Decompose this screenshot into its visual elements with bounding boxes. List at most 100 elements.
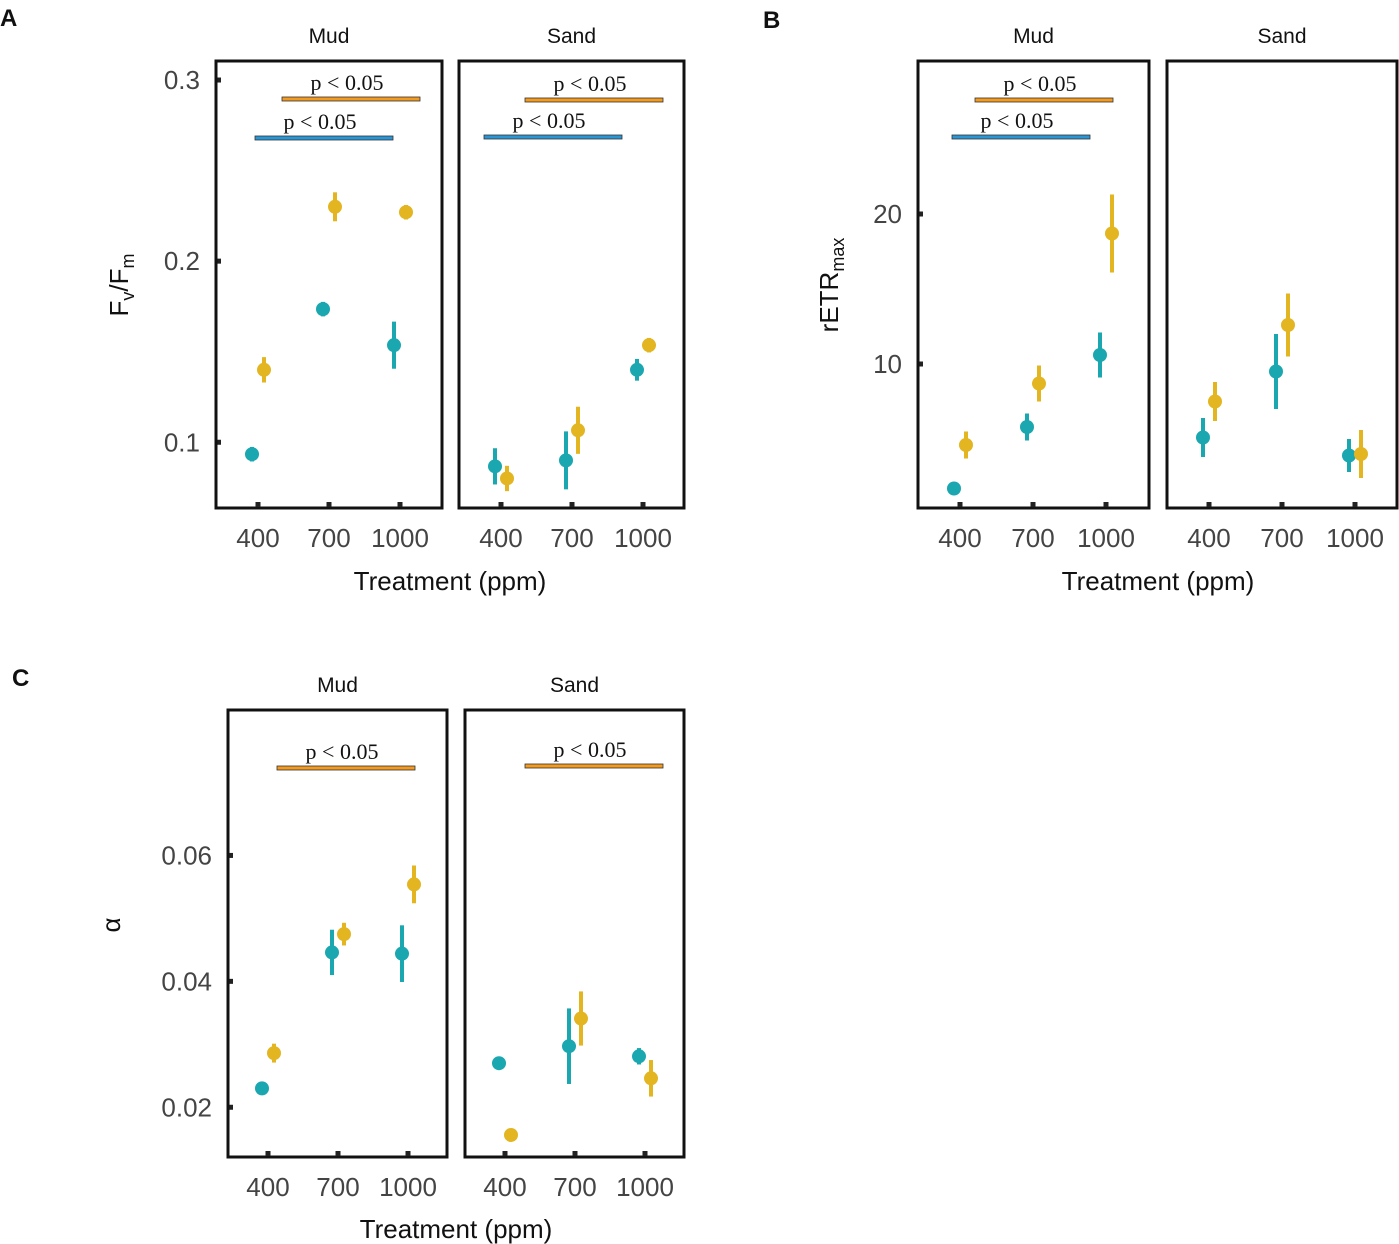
significance-bar: [276, 765, 416, 771]
data-point: [1105, 226, 1119, 241]
x-tick: [405, 1151, 411, 1156]
facet-title: Sand: [547, 25, 596, 48]
facet-title: Sand: [550, 674, 599, 697]
y-axis-label: α: [96, 917, 126, 932]
facet-frame: [463, 708, 686, 1159]
significance-bar: [254, 135, 394, 141]
data-point: [255, 1081, 269, 1096]
facet-title: Mud: [309, 25, 350, 48]
significance-label: p < 0.05: [306, 739, 379, 764]
x-tick-label: 1000: [371, 523, 429, 553]
data-point: [574, 1011, 588, 1026]
x-tick: [502, 1151, 508, 1156]
data-point: [328, 199, 342, 214]
significance-bar: [974, 97, 1114, 103]
significance-label: p < 0.05: [513, 108, 586, 133]
x-axis-label: Treatment (ppm): [354, 566, 547, 596]
x-tick-label: 400: [1187, 523, 1230, 553]
facet-sand: Sand 400 700 1000 p < 0.05: [463, 674, 686, 1202]
significance-label: p < 0.05: [1004, 71, 1077, 96]
facet-sand: Sand 400 700 1000: [1165, 25, 1399, 553]
data-point: [644, 1071, 658, 1086]
y-tick-label: 0.3: [164, 65, 200, 95]
data-point: [1208, 394, 1222, 409]
y-tick-label: 0.06: [161, 840, 212, 870]
y-tick: [228, 1104, 233, 1110]
x-tick-label: 1000: [616, 1172, 674, 1202]
x-axis-label: Treatment (ppm): [1062, 566, 1255, 596]
y-tick-label: 20: [873, 199, 902, 229]
panel-letter: A: [0, 5, 17, 32]
facet-frame: [1165, 59, 1399, 510]
y-tick: [216, 258, 221, 264]
significance-bar: [524, 97, 664, 103]
y-tick: [216, 77, 221, 83]
x-tick-label: 700: [550, 523, 593, 553]
x-tick-label: 1000: [1077, 523, 1135, 553]
x-tick: [640, 502, 646, 507]
y-axis-label-part: m: [118, 254, 138, 269]
x-tick-label: 400: [236, 523, 279, 553]
facet-mud: Mud 400 700 1000 p < 0.05: [226, 674, 449, 1202]
x-tick-label: 700: [1011, 523, 1054, 553]
data-point: [1196, 430, 1210, 445]
x-tick-label: 1000: [614, 523, 672, 553]
y-tick: [918, 361, 923, 367]
x-tick: [265, 1151, 271, 1156]
y-tick-label: 0.02: [161, 1092, 212, 1122]
x-tick-label: 700: [307, 523, 350, 553]
x-tick: [1030, 502, 1036, 507]
x-tick: [1206, 502, 1212, 507]
significance-bar: [524, 763, 664, 769]
significance-bar: [281, 96, 421, 102]
facet-frame: [214, 59, 444, 510]
x-tick: [1103, 502, 1109, 507]
data-point: [1342, 448, 1356, 463]
x-axis-label: Treatment (ppm): [360, 1214, 553, 1244]
y-axis-label-part: F: [104, 301, 134, 317]
data-point: [325, 945, 339, 960]
y-axis-label-part: α: [96, 917, 126, 932]
facet-frame: [457, 59, 686, 510]
facet-title: Sand: [1257, 25, 1306, 48]
y-axis-label-part: v: [118, 292, 138, 301]
data-point: [571, 423, 585, 438]
data-point: [399, 205, 413, 220]
data-point: [1354, 447, 1368, 461]
x-tick-label: 400: [246, 1172, 289, 1202]
panel-a: A 0.1 0.2 0.3 Fv/Fm Treatment (ppm) Mud 400 700 1…: [0, 5, 686, 596]
data-point: [632, 1049, 646, 1064]
significance-label: p < 0.05: [284, 109, 357, 134]
facet-mud: Mud 400 700 1000 p < 0.05 p < 0.05: [916, 25, 1151, 553]
data-point: [630, 362, 644, 377]
y-axis-label-part: rETR: [814, 272, 844, 333]
panel-letter: B: [763, 7, 780, 34]
panel-c: C 0.02 0.04 0.06 α Treatment (ppm) Mud 400 700 10…: [12, 665, 686, 1244]
x-tick: [1279, 502, 1285, 507]
data-point: [267, 1046, 281, 1061]
x-tick-label: 400: [479, 523, 522, 553]
data-point: [947, 481, 961, 496]
x-tick-label: 700: [1260, 523, 1303, 553]
significance-label: p < 0.05: [981, 108, 1054, 133]
x-tick: [572, 1151, 578, 1156]
x-tick: [326, 502, 332, 507]
x-tick: [569, 502, 575, 507]
x-tick-label: 400: [938, 523, 981, 553]
y-axis-label: Fv/Fm: [104, 254, 138, 317]
data-point: [1032, 376, 1046, 391]
facet-mud: Mud 400 700 1000 p < 0.05 p < 0.05: [214, 25, 444, 553]
y-tick: [228, 978, 233, 984]
data-point: [245, 447, 259, 462]
x-tick-label: 400: [483, 1172, 526, 1202]
data-point: [642, 338, 656, 353]
x-tick-label: 1000: [379, 1172, 437, 1202]
facet-frame: [226, 708, 449, 1159]
y-axis-label-part: /F: [104, 269, 134, 292]
data-point: [959, 438, 973, 452]
data-point: [559, 453, 573, 468]
significance-label: p < 0.05: [554, 71, 627, 96]
facet-frame: [916, 59, 1151, 510]
data-point: [562, 1039, 576, 1054]
